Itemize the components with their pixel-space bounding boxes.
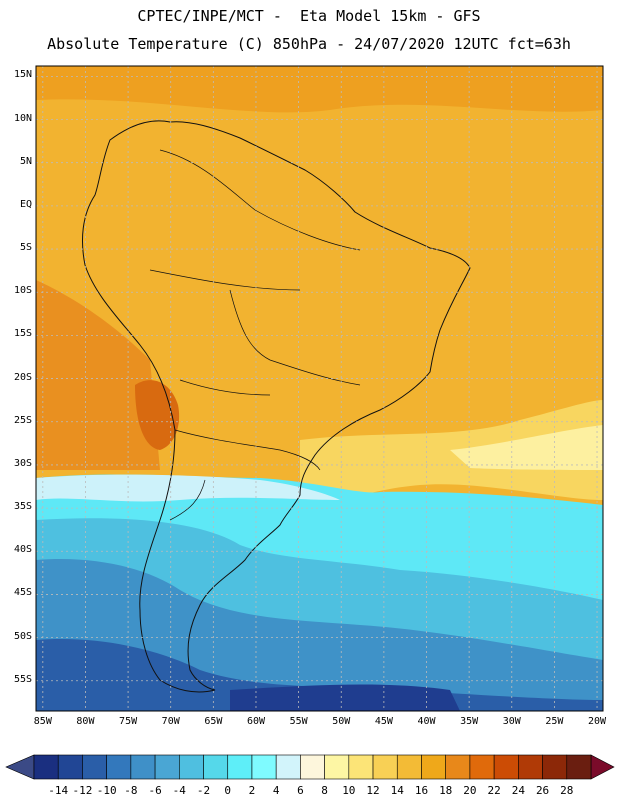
colorbar-tick-label: -8 (124, 784, 138, 797)
colorbar-tick-label: 14 (390, 784, 404, 797)
colorbar-swatch (227, 754, 253, 780)
colorbar-swatch (130, 754, 156, 780)
colorbar-swatch (372, 754, 398, 780)
colorbar-swatch (154, 754, 180, 780)
colorbar-swatch (179, 754, 204, 780)
lon-label: 70W (161, 716, 180, 727)
light-yellow-band (450, 425, 603, 470)
lat-label: 5N (19, 155, 32, 167)
colorbar-tick-label: 0 (224, 784, 232, 797)
title-line-2: Absolute Temperature (C) 850hPa - 24/07/… (47, 35, 571, 53)
colorbar-high-arrow (590, 754, 615, 780)
colorbar-tick-label: -4 (172, 784, 186, 797)
lat-label: 45S (13, 587, 32, 599)
colorbar-swatch (348, 754, 374, 780)
colorbar-low-arrow (5, 754, 35, 780)
colorbar-swatch (251, 754, 277, 780)
lat-label: 25S (13, 414, 32, 426)
colorbar-swatch (57, 754, 83, 780)
hot-spot (135, 380, 180, 450)
colorbar-tick-label: 6 (297, 784, 304, 797)
colorbar-tick-label: 28 (560, 784, 574, 797)
pale-cyan-edge (36, 474, 340, 502)
lon-label: 30W (502, 716, 521, 727)
lat-label: 40S (13, 544, 32, 556)
lat-label: EQ (19, 198, 32, 210)
colorbar-tick-label: 10 (342, 784, 356, 797)
colorbar-tick-label: 8 (321, 784, 328, 797)
lat-label: 35S (13, 501, 32, 513)
colorbar-tick-label: 20 (463, 784, 477, 797)
colorbar-tick-label: 24 (511, 784, 525, 797)
temperature-field (36, 66, 603, 711)
colorbar-tick-label: 4 (272, 784, 280, 797)
colorbar-swatch (518, 754, 543, 780)
very-cold-zone (36, 639, 603, 711)
colorbar-swatch (421, 754, 446, 780)
colorbar-swatch (396, 754, 422, 780)
colorbar-swatch (33, 754, 59, 780)
colorbar-swatch (275, 754, 301, 780)
lat-label: 30S (13, 457, 32, 469)
lon-label: 85W (33, 716, 52, 727)
lat-label: 15S (13, 328, 32, 340)
lon-label: 40W (417, 716, 436, 727)
lat-label: 55S (13, 673, 32, 685)
lat-label: 10N (13, 112, 32, 124)
colorbar-tick-label: -12 (72, 784, 93, 797)
colorbar-swatch (445, 754, 471, 780)
colorbar-swatch (300, 754, 325, 780)
pacific-orange (36, 280, 160, 470)
lon-label: 75W (119, 716, 138, 727)
title-line-1: CPTEC/INPE/MCT - Eta Model 15km - GFS (137, 7, 481, 25)
colorbar-tick-label: 26 (535, 784, 550, 797)
lat-label: 15N (13, 69, 32, 81)
colorbar (5, 754, 615, 780)
lat-label: 5S (19, 242, 32, 254)
map-frame (35, 65, 604, 712)
colorbar-tick-label: -10 (96, 784, 117, 797)
colorbar-tick-label: 2 (248, 784, 256, 797)
lat-label: 10S (13, 285, 32, 297)
lon-label: 65W (204, 716, 223, 727)
colorbar-swatch (493, 754, 519, 780)
lat-label: 20S (13, 371, 32, 383)
colorbar-swatch (469, 754, 495, 780)
coldest-zone (230, 684, 460, 711)
colorbar-swatch (566, 754, 592, 780)
colorbar-swatch (324, 754, 350, 780)
colorbar-tick-label: 12 (366, 784, 380, 797)
colorbar-tick-label: -2 (196, 784, 211, 797)
colorbar-tick-label: -6 (148, 784, 162, 797)
lon-label: 35W (460, 716, 479, 727)
lon-label: 50W (332, 716, 351, 727)
colorbar-tick-label: 22 (487, 784, 501, 797)
lon-label: 55W (289, 716, 308, 727)
yellow-band (300, 400, 603, 503)
colorbar-tick-label: -14 (48, 784, 69, 797)
colorbar-swatch (542, 754, 568, 780)
colorbar-tick-label: 18 (439, 784, 453, 797)
lon-label: 20W (588, 716, 607, 727)
colorbar-swatch (82, 754, 107, 780)
colorbar-swatch (106, 754, 132, 780)
lon-label: 80W (76, 716, 95, 727)
coastline (81, 120, 471, 693)
lat-label: 50S (13, 630, 32, 642)
colorbar-swatch (203, 754, 229, 780)
colorbar-tick-label: 16 (414, 784, 429, 797)
warm-band-north (36, 66, 603, 113)
lon-label: 45W (374, 716, 393, 727)
lon-label: 60W (246, 716, 265, 727)
lon-label: 25W (545, 716, 564, 727)
